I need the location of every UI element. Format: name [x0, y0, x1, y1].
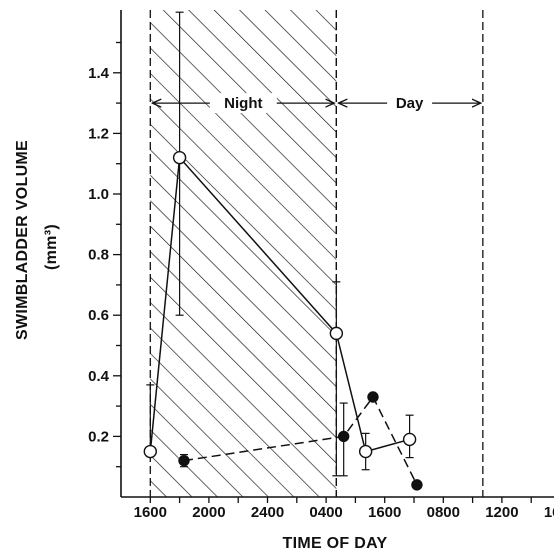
region-label-day: Day [396, 95, 424, 112]
data-point-filled [411, 479, 423, 491]
y-tick-label: 1.4 [88, 65, 110, 82]
data-point-open [329, 326, 344, 341]
data-point-filled [337, 430, 350, 443]
data-point-open [358, 444, 373, 459]
y-axis-unit: (mm³) [43, 224, 60, 270]
ticks-layer: 0.2 0.4 0.6 0.8 1.0 1.2 1.4 1600 2000 2400 0400 160… [88, 41, 554, 521]
x-tick-label: 0800 [427, 504, 460, 521]
y-tick-label: 0.4 [88, 368, 110, 385]
data-point-open [402, 432, 417, 447]
y-tick-label: 1.0 [88, 186, 109, 203]
regions-layer: Night Day [149, 10, 484, 497]
series-line-filled-circle [183, 395, 418, 486]
data-point-filled [367, 391, 379, 403]
x-tick-label: 1600 [134, 504, 167, 521]
region-label-background [209, 93, 277, 114]
data-point-open [172, 150, 187, 165]
x-tick-label: 0400 [309, 504, 342, 521]
y-tick-label: 1.2 [88, 125, 109, 142]
x-tick-label: 2400 [251, 504, 284, 521]
axes-layer [120, 10, 554, 498]
y-tick-label: 0.2 [88, 428, 109, 445]
x-tick-label: 1200 [485, 504, 518, 521]
y-tick-label: 0.6 [88, 307, 109, 324]
x-tick-label: 2000 [192, 504, 225, 521]
night-hatch-region [150, 10, 337, 497]
x-axis-title: TIME OF DAY [283, 535, 388, 552]
region-label-night: Night [224, 95, 262, 112]
x-tick-label: 1600 [544, 504, 554, 521]
x-tick-label: 1600 [368, 504, 401, 521]
y-tick-label: 0.8 [88, 247, 109, 264]
series-layer [143, 11, 423, 491]
y-axis-title: SWIMBLADDER VOLUME [14, 140, 31, 340]
region-label-background [387, 93, 433, 114]
data-point-open [143, 444, 158, 459]
data-point-filled [178, 454, 190, 467]
